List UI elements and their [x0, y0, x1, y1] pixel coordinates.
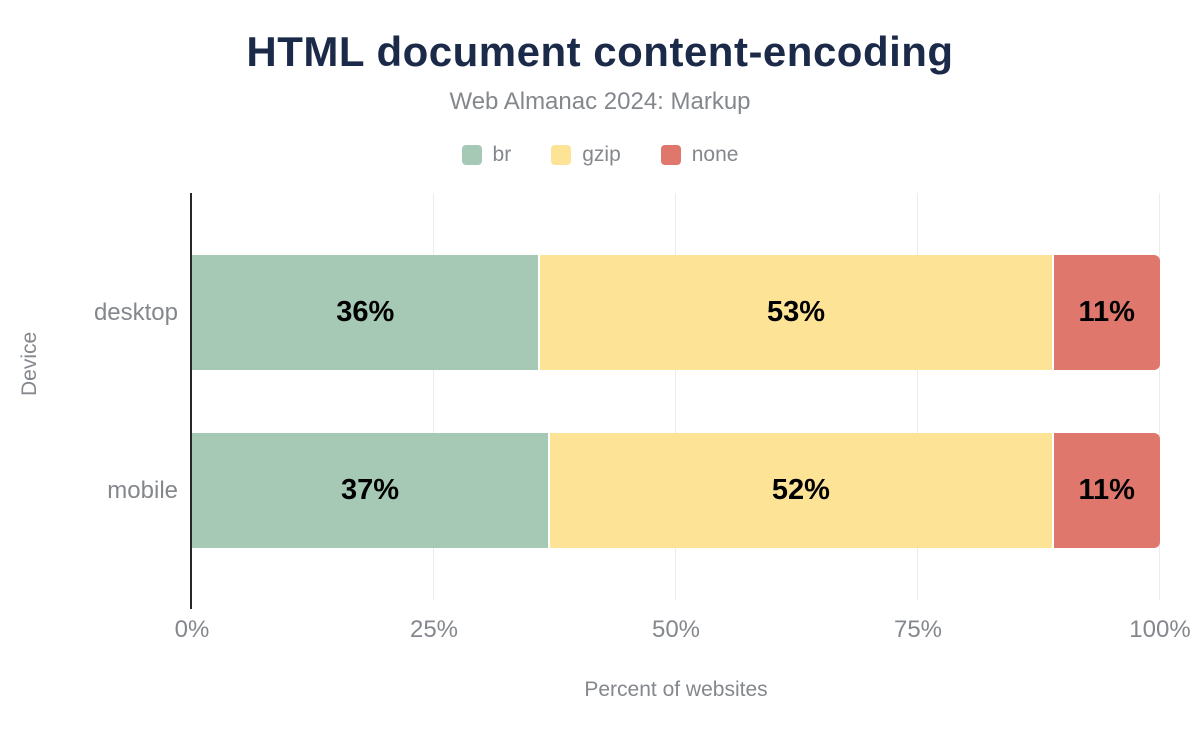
bar-value-label: 52%	[771, 474, 830, 506]
legend-label: none	[691, 143, 739, 166]
x-tick-label-25: 25%	[409, 616, 459, 643]
bar-value-label: 37%	[341, 474, 400, 506]
x-tick-label-100: 100%	[1129, 616, 1191, 643]
legend-swatch-br	[461, 145, 482, 165]
bar-segment-desktop-gzip: 53%	[540, 255, 1054, 370]
gridline-100	[1159, 193, 1160, 600]
legend-item-gzip: gzip	[551, 143, 621, 167]
category-label-mobile: mobile	[107, 477, 178, 504]
legend-item-br: br	[461, 143, 512, 167]
x-tick-label-50: 50%	[651, 616, 701, 643]
legend-swatch-none	[660, 145, 681, 165]
bar-value-label: 11%	[1078, 474, 1135, 506]
bar-segment-mobile-gzip: 52%	[550, 433, 1054, 548]
bar-value-label: 11%	[1078, 296, 1135, 328]
x-tick-label-75: 75%	[893, 616, 943, 643]
category-label-desktop: desktop	[93, 299, 178, 326]
gridline-50	[675, 193, 676, 600]
bar-segment-desktop-br: 36%	[192, 255, 541, 370]
chart-subtitle: Web Almanac 2024: Markup	[449, 88, 751, 115]
legend-label: gzip	[582, 143, 621, 166]
gridline-75	[917, 193, 918, 600]
bar-segment-desktop-none: 11%	[1053, 255, 1160, 370]
legend-item-none: none	[660, 143, 739, 167]
bar-row-mobile: 37% 52% 11%	[192, 433, 1160, 548]
bar-row-desktop: 36% 53% 11%	[192, 255, 1160, 370]
bar-segment-mobile-br: 37%	[192, 433, 551, 548]
bar-value-label: 36%	[336, 296, 395, 328]
bar-segment-mobile-none: 11%	[1053, 433, 1160, 548]
plot-area: 36% 53% 11% 37% 52% 11%	[190, 193, 1160, 609]
x-tick-label-0: 0%	[174, 616, 210, 643]
chart-title: HTML document content-encoding	[246, 28, 954, 75]
y-axis-line	[190, 193, 192, 609]
bar-value-label: 53%	[766, 296, 825, 328]
legend-label: br	[492, 143, 512, 166]
legend-swatch-gzip	[551, 145, 572, 165]
x-axis-title: Percent of websites	[584, 678, 768, 701]
gridline-25	[433, 193, 434, 600]
legend: br gzip none	[0, 143, 1200, 167]
